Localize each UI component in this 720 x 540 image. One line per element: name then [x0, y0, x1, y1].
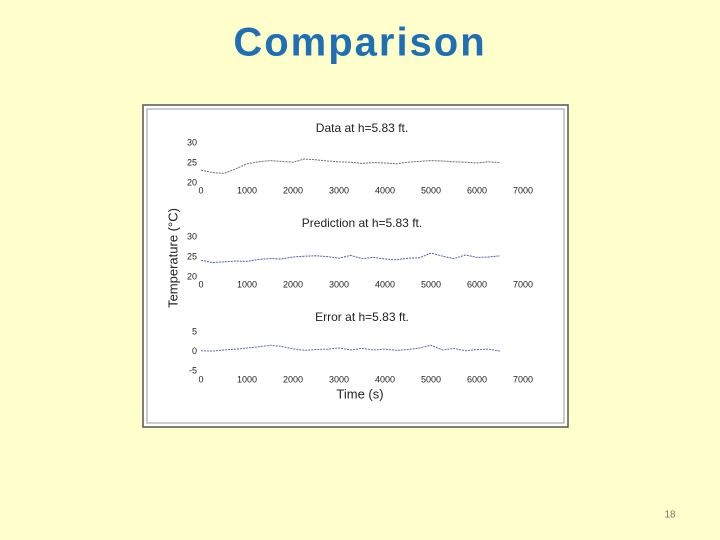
x-tick-label: 1000: [237, 185, 257, 195]
y-tick-label: -5: [189, 365, 197, 375]
x-tick-label: 7000: [513, 185, 533, 195]
x-tick-label: 1000: [237, 279, 257, 289]
x-tick-label: 7000: [513, 279, 533, 289]
y-axis-label: Temperature (°C): [165, 208, 180, 308]
series-line: [200, 158, 501, 174]
x-tick-label: 5000: [421, 185, 441, 195]
x-tick-label: 3000: [329, 374, 349, 384]
x-tick-label: 2000: [283, 279, 303, 289]
x-axis-label: Time (s): [336, 386, 383, 401]
y-tick-label: 20: [187, 271, 197, 281]
series-line: [200, 344, 501, 352]
x-tick-label: 4000: [375, 185, 395, 195]
chart-frame: [142, 104, 569, 428]
y-tick-label: 20: [187, 177, 197, 187]
x-tick-label: 3000: [329, 279, 349, 289]
x-tick-label: 7000: [513, 374, 533, 384]
x-tick-label: 6000: [467, 185, 487, 195]
y-tick-label: 30: [187, 137, 197, 147]
series-line: [200, 252, 501, 264]
slide-title: Comparison: [233, 21, 486, 65]
y-tick-label: 0: [192, 346, 197, 356]
y-tick-label: 25: [187, 251, 197, 261]
x-tick-label: 5000: [421, 374, 441, 384]
x-tick-label: 5000: [421, 279, 441, 289]
x-tick-label: 4000: [375, 279, 395, 289]
page-number: 18: [664, 510, 676, 521]
panel-title: Data at h=5.83 ft.: [316, 121, 408, 135]
panel-title: Error at h=5.83 ft.: [315, 310, 409, 324]
chart-inner-frame: [146, 108, 565, 424]
y-tick-label: 5: [192, 326, 197, 336]
x-tick-label: 4000: [375, 374, 395, 384]
x-tick-label: 2000: [283, 185, 303, 195]
x-tick-label: 6000: [467, 279, 487, 289]
x-tick-label: 0: [198, 374, 203, 384]
x-tick-label: 6000: [467, 374, 487, 384]
x-tick-label: 0: [198, 185, 203, 195]
x-tick-label: 2000: [283, 374, 303, 384]
x-tick-label: 1000: [237, 374, 257, 384]
panel-title: Prediction at h=5.83 ft.: [302, 216, 422, 230]
y-tick-label: 25: [187, 157, 197, 167]
y-tick-label: 30: [187, 231, 197, 241]
x-tick-label: 3000: [329, 185, 349, 195]
x-tick-label: 0: [198, 279, 203, 289]
